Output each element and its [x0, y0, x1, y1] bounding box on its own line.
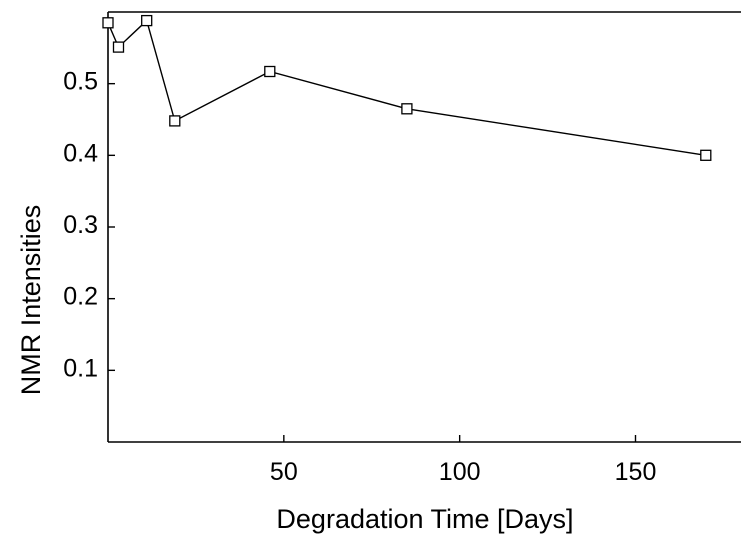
x-tick-label: 100 — [439, 458, 481, 486]
series-line — [107, 19, 706, 156]
x-tick-label: 50 — [270, 458, 298, 486]
y-tick-label: 0.5 — [63, 68, 98, 96]
x-tick-label: 150 — [615, 458, 657, 486]
data-point-marker — [141, 14, 153, 27]
y-ticks: 0.1 0.2 0.3 0.4 0.5 — [63, 68, 115, 382]
x-ticks: 50 100 150 — [270, 435, 656, 486]
axes — [107, 11, 741, 443]
data-point-marker — [112, 41, 125, 53]
y-axis-title: NMR Intensities — [16, 205, 46, 396]
data-point-marker — [169, 115, 181, 127]
y-tick-label: 0.4 — [63, 139, 98, 167]
y-tick-label: 0.2 — [63, 283, 98, 311]
y-tick-label: 0.3 — [63, 211, 98, 239]
series-group — [102, 14, 712, 161]
y-tick-label: 0.1 — [63, 354, 98, 382]
data-point-marker — [102, 17, 114, 29]
x-axis-title: Degradation Time [Days] — [276, 504, 573, 534]
data-point-marker — [264, 65, 276, 78]
data-point-marker — [700, 149, 712, 161]
data-point-marker — [401, 103, 413, 115]
